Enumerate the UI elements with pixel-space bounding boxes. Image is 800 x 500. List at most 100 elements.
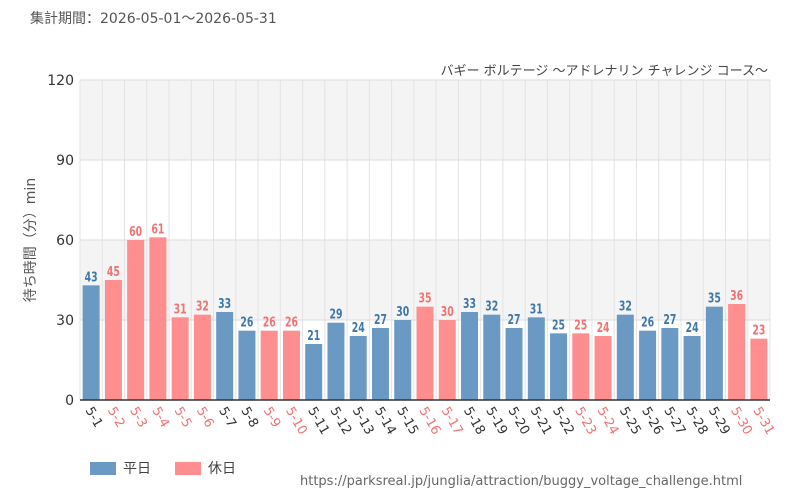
y-tick-labels: 0 30 60 90 120 (47, 73, 74, 409)
bar-5-31 (750, 338, 768, 400)
x-tick-label: 5-4 (148, 405, 172, 431)
bar-value-label: 32 (485, 300, 498, 315)
x-tick-label: 5-18 (460, 405, 488, 438)
x-tick-label: 5-8 (237, 405, 261, 431)
y-tick-label: 90 (56, 153, 74, 169)
bar-5-16 (416, 306, 434, 400)
y-tick-label: 0 (65, 393, 74, 409)
bar-5-10 (282, 330, 300, 400)
x-tick-label: 5-5 (171, 405, 195, 431)
x-tick-label: 5-15 (393, 405, 421, 438)
bar-value-label: 26 (641, 316, 654, 331)
bar-value-label: 27 (663, 313, 676, 328)
bar-value-label: 36 (730, 289, 743, 304)
bar-5-30 (728, 304, 746, 400)
x-tick-labels: 5-15-25-35-45-55-65-75-85-95-105-115-125… (82, 405, 777, 438)
bar-5-13 (349, 336, 367, 400)
bar-value-label: 30 (396, 305, 409, 320)
bar-5-14 (371, 328, 389, 400)
bar-value-label: 23 (752, 324, 765, 339)
bar-5-29 (705, 306, 723, 400)
bar-5-6 (193, 314, 211, 400)
bar-5-20 (505, 328, 523, 400)
bar-5-21 (527, 317, 545, 400)
grid-lines (79, 79, 771, 400)
x-tick-label: 5-24 (594, 405, 622, 438)
legend-swatch-weekday (90, 461, 116, 475)
legend-item-holiday: 休日 (175, 458, 236, 478)
bar-value-label: 31 (530, 302, 543, 317)
x-tick-label: 5-10 (282, 405, 310, 438)
bar-5-12 (327, 322, 345, 400)
bar-5-3 (127, 240, 145, 400)
x-tick-label: 5-26 (638, 405, 666, 438)
bar-value-labels: 43 45 60 61 31 32 33 26 26 26 21 29 24 27 30 35 30 33 32 27… (85, 222, 766, 344)
bar-5-8 (238, 330, 256, 400)
bar-5-17 (438, 320, 456, 400)
x-tick-label: 5-6 (193, 405, 217, 431)
x-tick-label: 5-13 (349, 405, 377, 438)
bar-value-label: 26 (263, 316, 276, 331)
x-tick-label: 5-17 (438, 405, 466, 438)
bar-value-label: 25 (574, 318, 587, 333)
bar-5-18 (461, 312, 479, 400)
x-tick-label: 5-19 (482, 405, 510, 438)
y-tick-label: 120 (47, 73, 74, 89)
bar-5-2 (104, 280, 122, 400)
bar-value-label: 26 (240, 316, 253, 331)
bar-5-28 (683, 336, 701, 400)
bar-5-22 (550, 333, 568, 400)
bar-5-11 (305, 344, 323, 400)
bar-value-label: 31 (174, 302, 187, 317)
y-axis-label: 待ち時間（分）min (23, 178, 39, 302)
legend-label-weekday: 平日 (123, 461, 151, 477)
bar-5-9 (260, 330, 278, 400)
bar-value-label: 24 (686, 321, 699, 336)
bar-value-label: 27 (508, 313, 521, 328)
plot-background (80, 80, 770, 320)
bar-5-26 (639, 330, 657, 400)
grid-band (80, 80, 770, 160)
x-tick-label: 5-31 (749, 405, 777, 438)
x-tick-label: 5-16 (416, 405, 444, 438)
bar-5-27 (661, 328, 679, 400)
bar-value-label: 26 (285, 316, 298, 331)
bar-value-label: 30 (441, 305, 454, 320)
bars (82, 237, 768, 400)
bar-5-5 (171, 317, 189, 400)
x-tick-label: 5-30 (727, 405, 755, 438)
bar-value-label: 24 (597, 321, 610, 336)
bar-value-label: 24 (352, 321, 365, 336)
x-tick-label: 5-11 (304, 405, 332, 438)
x-tick-label: 5-1 (82, 405, 106, 431)
chart-title: バギー ボルテージ ～アドレナリン チャレンジ コース～ (441, 64, 769, 79)
bar-value-label: 29 (329, 308, 342, 323)
bar-value-label: 25 (552, 318, 565, 333)
bar-value-label: 21 (307, 329, 320, 344)
bar-5-7 (216, 312, 234, 400)
source-url: https://parksreal.jp/junglia/attraction/… (300, 474, 743, 489)
bar-5-15 (394, 320, 412, 400)
x-tick-label: 5-28 (683, 405, 711, 438)
y-tick-label: 30 (56, 313, 74, 329)
x-tick-label: 5-23 (571, 405, 599, 438)
x-tick-label: 5-3 (126, 405, 150, 431)
bar-value-label: 60 (129, 225, 142, 240)
y-tick-label: 60 (56, 233, 74, 249)
x-tick-label: 5-21 (527, 405, 555, 438)
bar-value-label: 43 (85, 270, 98, 285)
bar-5-23 (572, 333, 590, 400)
bar-value-label: 61 (151, 222, 164, 237)
bar-value-label: 32 (619, 300, 632, 315)
x-tick-label: 5-20 (505, 405, 533, 438)
bar-5-19 (483, 314, 501, 400)
x-tick-label: 5-27 (660, 405, 688, 438)
bar-5-24 (594, 336, 612, 400)
legend-swatch-holiday (175, 461, 201, 475)
bar-value-label: 27 (374, 313, 387, 328)
x-tick-label: 5-14 (371, 405, 399, 438)
bar-value-label: 33 (218, 297, 231, 312)
x-tick-label: 5-9 (260, 405, 284, 431)
bar-value-label: 32 (196, 300, 209, 315)
